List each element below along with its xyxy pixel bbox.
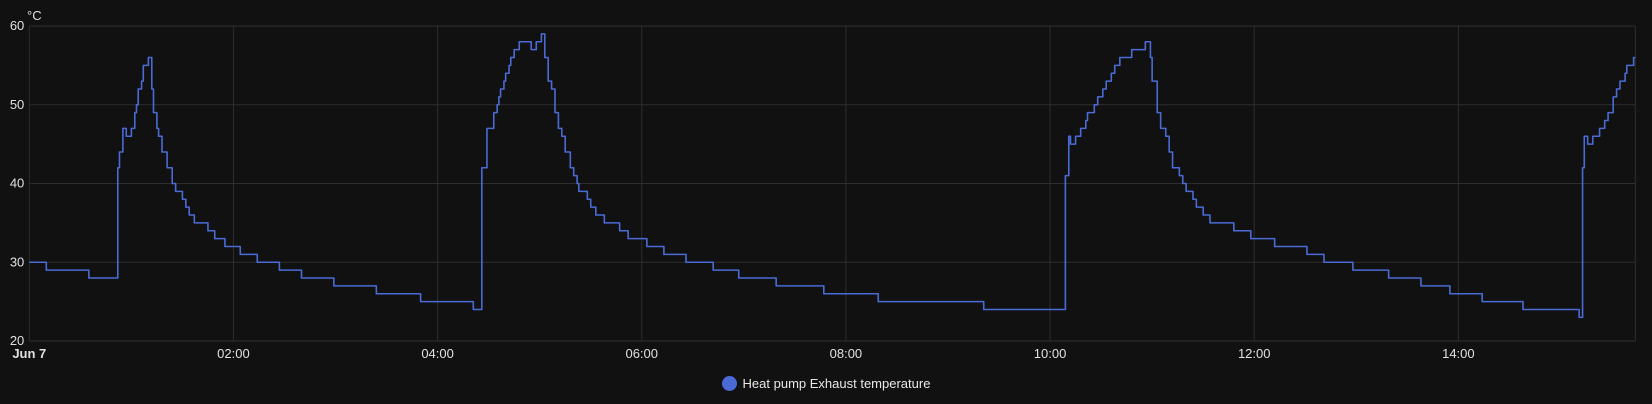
y-tick-label: 60 bbox=[10, 18, 24, 33]
x-tick-label: Jun 7 bbox=[12, 346, 46, 361]
x-tick-label: 08:00 bbox=[830, 346, 863, 361]
grid bbox=[28, 25, 1636, 342]
x-tick-label: 10:00 bbox=[1034, 346, 1067, 361]
x-tick-label: 06:00 bbox=[625, 346, 658, 361]
y-axis: 20 30 40 50 60 bbox=[10, 18, 24, 348]
y-tick-label: 30 bbox=[10, 254, 24, 269]
y-tick-label: 20 bbox=[10, 333, 24, 348]
y-tick-label: 50 bbox=[10, 97, 24, 112]
x-axis: Jun 7 02:00 04:00 06:00 08:00 10:00 12:00 14:00 bbox=[12, 346, 1474, 361]
x-tick-label: 12:00 bbox=[1238, 346, 1271, 361]
legend[interactable]: Heat pump Exhaust temperature bbox=[0, 376, 1652, 391]
legend-label: Heat pump Exhaust temperature bbox=[742, 376, 931, 391]
x-tick-label: 02:00 bbox=[217, 346, 250, 361]
legend-color-dot bbox=[721, 376, 737, 391]
y-axis-unit: °C bbox=[27, 8, 42, 23]
series-line-heat-pump-exhaust-temperature bbox=[29, 33, 1636, 319]
x-tick-label: 04:00 bbox=[421, 346, 454, 361]
y-tick-label: 40 bbox=[10, 176, 24, 191]
x-tick-label: 14:00 bbox=[1442, 346, 1475, 361]
